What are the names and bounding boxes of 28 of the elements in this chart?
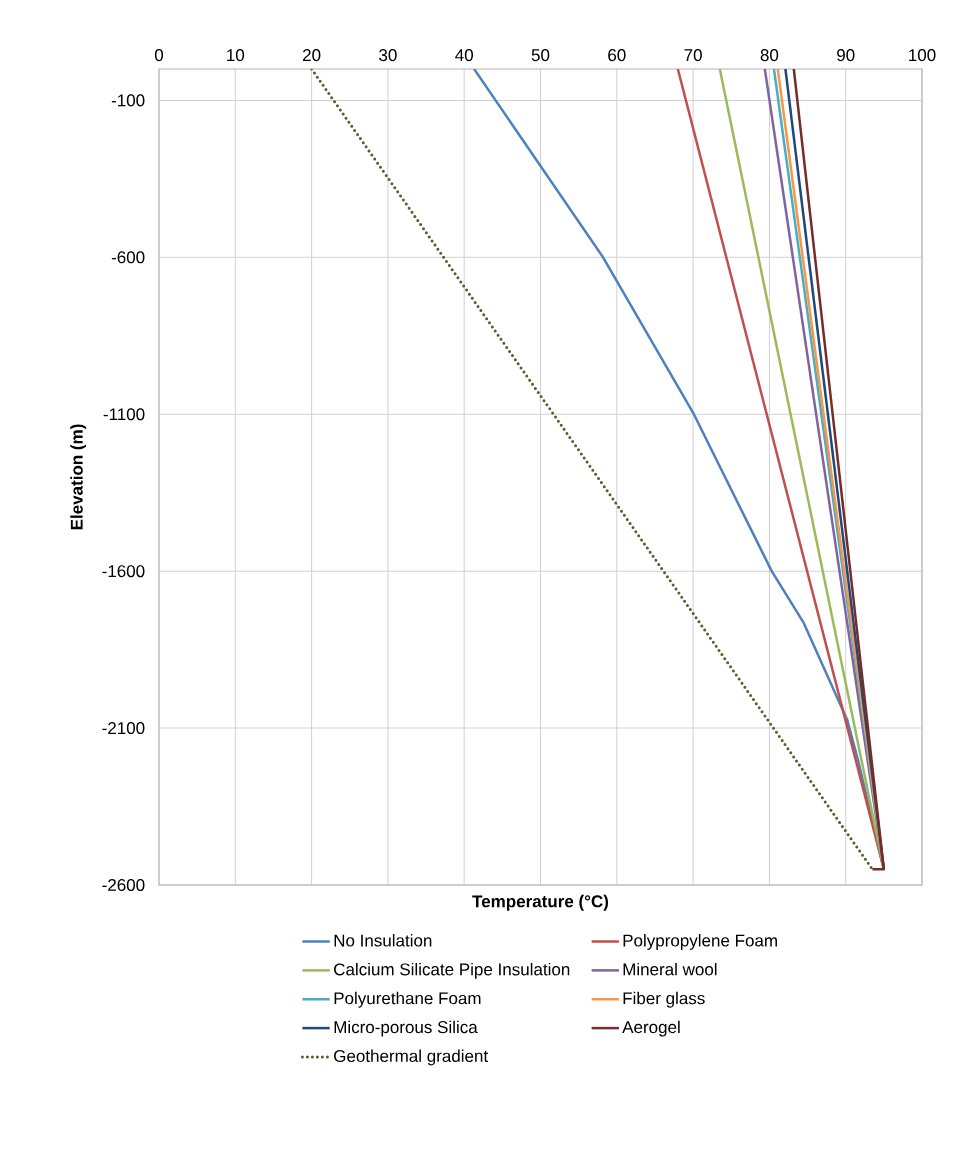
y-tick-label: -100	[111, 94, 145, 107]
legend-label: Aerogel	[622, 1020, 680, 1037]
y-tick-label: -2600	[102, 878, 145, 892]
legend-label: Polypropylene Foam	[623, 934, 777, 950]
x-tick-label: 90	[837, 49, 855, 62]
x-tick-label: 0	[154, 49, 164, 62]
y-axis-title: Elevation (m)	[70, 424, 87, 530]
x-axis-title: Temperature (°C)	[472, 894, 609, 911]
legend-label: No Insulation	[334, 934, 432, 947]
x-tick-label: 80	[760, 49, 779, 62]
x-tick-label: 60	[608, 49, 626, 62]
y-tick-label: -1100	[103, 408, 145, 421]
x-tick-label: 30	[379, 49, 397, 62]
legend-label: Mineral wool	[623, 962, 717, 976]
x-tick-label: 40	[455, 49, 473, 62]
legend-label: Micro-porous Silica	[334, 1020, 478, 1037]
y-tick-label: -2100	[102, 722, 145, 735]
x-tick-label: 100	[909, 49, 936, 62]
legend-label: Calcium Silicate Pipe Insulation	[334, 962, 570, 979]
x-tick-label: 10	[227, 49, 245, 62]
x-tick-label: 70	[684, 49, 702, 62]
y-tick-label: -1600	[102, 565, 145, 578]
legend-label: Geothermal gradient	[334, 1049, 489, 1066]
x-tick-label: 20	[303, 49, 321, 62]
legend-label: Fiber glass	[623, 991, 705, 1008]
legend-label: Polyurethane Foam	[334, 991, 481, 1008]
y-tick-label: -600	[111, 251, 145, 264]
x-tick-label: 50	[531, 49, 550, 62]
